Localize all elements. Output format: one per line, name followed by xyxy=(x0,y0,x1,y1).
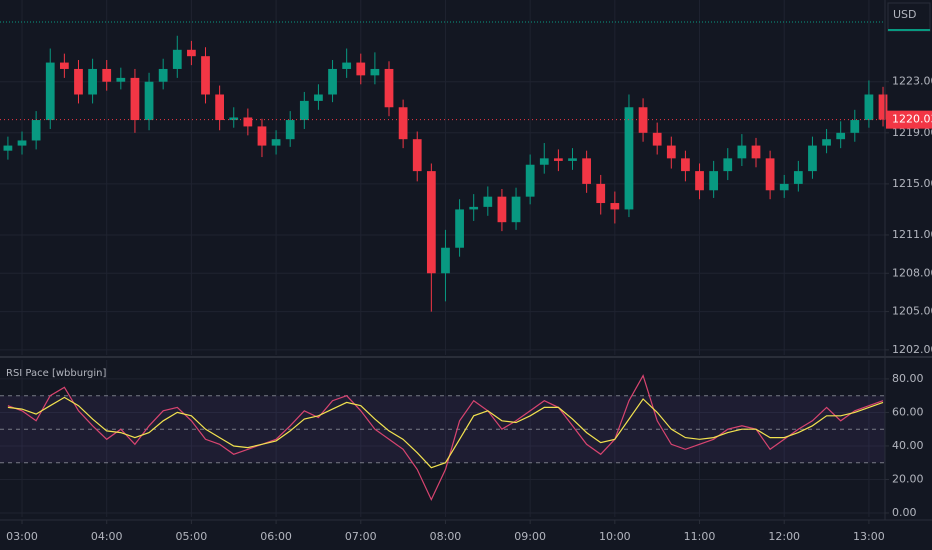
indicator-title[interactable]: RSI Pace [wbburgin] xyxy=(6,368,106,379)
y-tick-label: 1208.00 xyxy=(892,266,932,279)
y-tick-label: 1215.00 xyxy=(892,177,932,190)
plot-layer xyxy=(0,0,888,517)
candle-body xyxy=(455,209,464,248)
candle-body xyxy=(17,140,27,146)
candle-body xyxy=(681,158,690,172)
y-tick-label: 60.00 xyxy=(892,405,924,418)
candle-body xyxy=(3,145,13,151)
candle-body xyxy=(74,68,83,95)
candle-body xyxy=(201,56,210,95)
candle-body xyxy=(596,183,606,204)
x-tick-label: 10:00 xyxy=(599,530,631,543)
currency-label[interactable]: USD xyxy=(893,8,917,21)
candle-body xyxy=(59,62,69,69)
currency-box[interactable] xyxy=(887,2,931,32)
candle-body xyxy=(624,107,634,210)
candle-body xyxy=(525,164,535,197)
candle-body xyxy=(638,107,648,133)
x-tick-label: 13:00 xyxy=(853,530,885,543)
candle-body xyxy=(779,183,789,191)
candle-body xyxy=(130,77,140,121)
x-tick-label: 03:00 xyxy=(6,530,38,543)
y-tick-label: 20.00 xyxy=(892,472,924,485)
candle-body xyxy=(412,139,422,172)
candle-body xyxy=(299,100,309,121)
y-tick-label: 1223.00 xyxy=(892,75,932,88)
candle-body xyxy=(356,62,366,76)
candle-body xyxy=(426,171,436,274)
y-tick-label: 1202.00 xyxy=(892,343,932,356)
candle-body xyxy=(737,145,747,159)
candle-body xyxy=(850,120,860,133)
candle-body xyxy=(511,196,521,223)
x-tick-label: 12:00 xyxy=(768,530,800,543)
candle-body xyxy=(116,77,126,82)
candle-body xyxy=(229,117,239,121)
candle-body xyxy=(31,120,41,141)
candle-body xyxy=(187,49,196,57)
candle-body xyxy=(878,94,888,120)
x-tick-label: 06:00 xyxy=(260,530,292,543)
y-tick-label: 1211.00 xyxy=(892,228,932,241)
rsi-line xyxy=(7,396,884,469)
candle-body xyxy=(172,49,182,69)
y-tick-label: 1219.00 xyxy=(892,126,932,139)
candle-body xyxy=(243,117,253,127)
x-tick-label: 04:00 xyxy=(91,530,123,543)
x-tick-label: 05:00 xyxy=(176,530,208,543)
x-tick-label: 08:00 xyxy=(430,530,462,543)
candle-body xyxy=(610,203,620,210)
candle-body xyxy=(144,81,154,121)
candle-body xyxy=(483,196,493,207)
candle-body xyxy=(695,171,704,191)
candle-body xyxy=(314,94,323,101)
last-price-box xyxy=(886,110,932,129)
rsi-line xyxy=(7,374,884,502)
candle-body xyxy=(751,145,761,159)
y-tick-label: 0.00 xyxy=(892,506,917,519)
candle-body xyxy=(822,139,831,146)
candle-body xyxy=(666,145,676,159)
candle-body xyxy=(158,68,168,82)
candle-body xyxy=(582,158,591,184)
candle-body xyxy=(793,171,803,184)
candle-body xyxy=(497,196,507,223)
candle-body xyxy=(384,68,394,108)
candle-body xyxy=(808,145,817,172)
candle-body xyxy=(257,126,267,146)
candle-body xyxy=(539,158,549,165)
candle-body xyxy=(441,247,450,274)
candle-body xyxy=(215,94,225,121)
candle-body xyxy=(328,68,337,95)
x-tick-label: 07:00 xyxy=(345,530,377,543)
candle-body xyxy=(652,132,662,146)
candle-body xyxy=(342,62,352,69)
candle-body xyxy=(469,206,479,210)
candle-body xyxy=(88,68,97,95)
candle-body xyxy=(864,94,874,121)
candle-body xyxy=(723,158,733,172)
candle-body xyxy=(45,62,55,121)
last-price-label: 1220.03 xyxy=(892,113,932,126)
candle-body xyxy=(765,158,775,191)
candle-body xyxy=(285,120,295,140)
candle-body xyxy=(568,158,577,161)
candle-body xyxy=(271,139,281,146)
x-tick-label: 11:00 xyxy=(684,530,716,543)
candle-body xyxy=(370,68,380,76)
y-tick-label: 80.00 xyxy=(892,372,924,385)
candle-body xyxy=(836,132,846,140)
candle-body xyxy=(102,68,112,82)
candle-body xyxy=(554,158,563,161)
candle-body xyxy=(398,107,408,140)
y-tick-label: 40.00 xyxy=(892,439,924,452)
y-tick-label: 1205.00 xyxy=(892,305,932,318)
candle-body xyxy=(709,171,719,191)
x-tick-label: 09:00 xyxy=(514,530,546,543)
